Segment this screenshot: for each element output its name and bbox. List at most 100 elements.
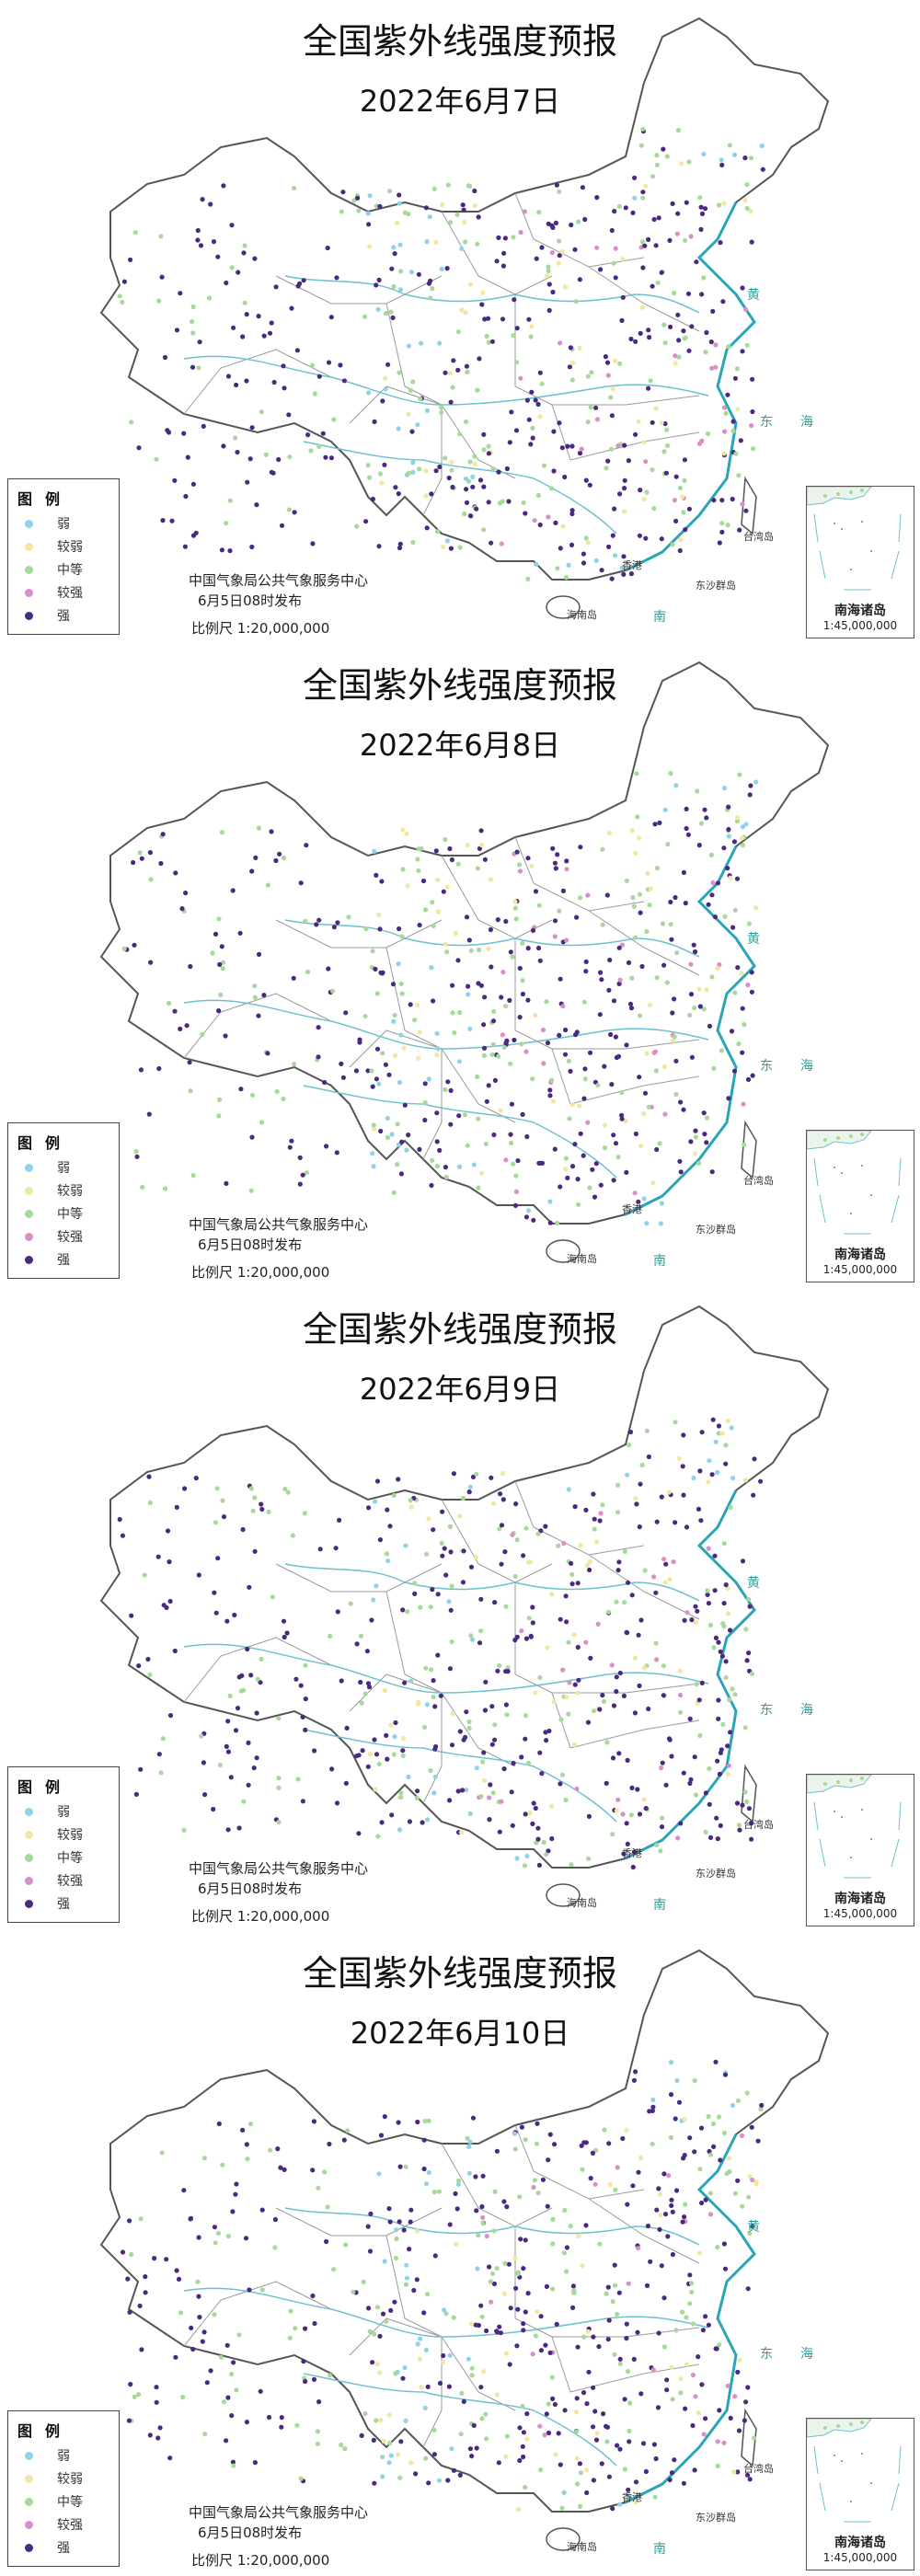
- uv-station-dot: [687, 2272, 693, 2278]
- uv-station-dot: [544, 1738, 549, 1743]
- uv-station-dot: [470, 484, 476, 489]
- uv-station-dot: [631, 2077, 638, 2083]
- uv-station-dot: [458, 1830, 465, 1835]
- uv-station-dot: [509, 1789, 514, 1795]
- uv-station-dot: [415, 422, 420, 428]
- uv-station-dot: [690, 2372, 696, 2378]
- uv-station-dot: [309, 362, 316, 368]
- uv-station-dot: [751, 1492, 756, 1498]
- uv-station-dot: [726, 804, 731, 810]
- uv-station-dot: [374, 872, 379, 878]
- uv-station-dot: [633, 1131, 639, 1137]
- uv-station-dot: [406, 211, 411, 217]
- uv-station-dot: [195, 237, 201, 243]
- legend-swatch: [25, 2520, 33, 2529]
- uv-station-dot: [514, 2343, 520, 2349]
- uv-station-dot: [759, 143, 765, 149]
- uv-station-dot: [641, 1110, 647, 1117]
- uv-station-dot: [252, 256, 258, 261]
- uv-station-dot: [574, 2396, 580, 2401]
- uv-station-dot: [494, 259, 500, 264]
- uv-station-dot: [671, 1559, 676, 1565]
- uv-station-dot: [286, 507, 292, 512]
- uv-station-dot: [535, 2309, 540, 2315]
- uv-station-dot: [324, 1144, 329, 1149]
- uv-station-dot: [719, 157, 724, 163]
- uv-station-dot: [523, 2485, 528, 2490]
- uv-station-dot: [717, 540, 722, 546]
- uv-station-dot: [148, 960, 154, 965]
- uv-station-dot: [696, 986, 702, 992]
- uv-station-dot: [533, 2333, 539, 2339]
- uv-station-dot: [334, 1150, 339, 1156]
- label-hainan: 海南岛: [567, 609, 597, 621]
- uv-station-dot: [577, 345, 582, 351]
- uv-station-dot: [513, 1501, 519, 1507]
- uv-station-dot: [431, 1695, 436, 1700]
- uv-station-dot: [166, 430, 172, 435]
- uv-station-dot: [667, 2477, 673, 2483]
- uv-station-dot: [638, 1617, 644, 1623]
- uv-station-dot: [498, 2330, 504, 2336]
- uv-station-dot: [732, 152, 738, 157]
- sea-label-yellow: 黄: [747, 932, 760, 947]
- uv-station-dot: [502, 1549, 508, 1555]
- uv-station-dot: [701, 2432, 707, 2437]
- uv-station-dot: [615, 1482, 621, 1488]
- uv-station-dot: [178, 1026, 183, 1031]
- uv-station-dot: [536, 903, 542, 908]
- uv-station-dot: [303, 2326, 308, 2331]
- uv-station-dot: [503, 1157, 509, 1163]
- legend-item-weak: 弱: [25, 2446, 70, 2465]
- uv-station-dot: [581, 560, 587, 566]
- uv-station-dot: [626, 960, 632, 965]
- uv-station-dot: [415, 2119, 420, 2125]
- uv-station-dot: [427, 214, 432, 220]
- province-border: [441, 2143, 553, 2227]
- uv-station-dot: [216, 916, 222, 922]
- uv-station-dot: [371, 1597, 376, 1603]
- uv-station-dot: [699, 1430, 705, 1435]
- uv-station-dot: [334, 1800, 340, 1806]
- uv-station-dot: [706, 1479, 711, 1485]
- uv-station-dot: [551, 1699, 557, 1705]
- uv-station-dot: [366, 390, 372, 396]
- uv-station-dot: [732, 1692, 738, 1697]
- uv-station-dot: [500, 1032, 506, 1038]
- uv-station-dot: [687, 1716, 693, 1721]
- uv-station-dot: [265, 882, 270, 888]
- uv-station-dot: [499, 1523, 505, 1528]
- uv-station-dot: [370, 496, 375, 502]
- uv-station-dot: [650, 2104, 656, 2110]
- uv-station-dot: [621, 1693, 627, 1698]
- uv-station-dot: [534, 256, 539, 261]
- uv-station-dot: [224, 1743, 229, 1749]
- uv-station-dot: [424, 1702, 430, 1708]
- uv-station-dot: [569, 508, 575, 513]
- uv-station-dot: [639, 239, 646, 245]
- uv-station-dot: [121, 279, 127, 284]
- uv-station-dot: [686, 348, 692, 353]
- uv-station-dot: [722, 914, 728, 919]
- uv-station-dot: [615, 2165, 620, 2170]
- uv-station-dot: [276, 1776, 282, 1781]
- uv-station-dot: [749, 1836, 754, 1842]
- uv-station-dot: [759, 2102, 765, 2108]
- uv-station-dot: [155, 1554, 161, 1559]
- uv-station-dot: [673, 894, 678, 901]
- uv-station-dot: [710, 1417, 716, 1422]
- uv-station-dot: [750, 376, 755, 382]
- uv-station-dot: [557, 420, 562, 426]
- uv-station-dot: [561, 2490, 567, 2495]
- province-border: [514, 2124, 645, 2200]
- uv-station-dot: [426, 1076, 431, 1082]
- sea-label-east: 东: [760, 415, 773, 430]
- uv-station-dot: [648, 2259, 653, 2264]
- uv-station-dot: [393, 2255, 398, 2261]
- uv-station-dot: [714, 1815, 719, 1821]
- uv-station-dot: [715, 965, 720, 971]
- uv-station-dot: [642, 1568, 648, 1573]
- uv-station-dot: [670, 1010, 675, 1016]
- uv-station-dot: [537, 414, 543, 420]
- uv-station-dot: [187, 1060, 192, 1065]
